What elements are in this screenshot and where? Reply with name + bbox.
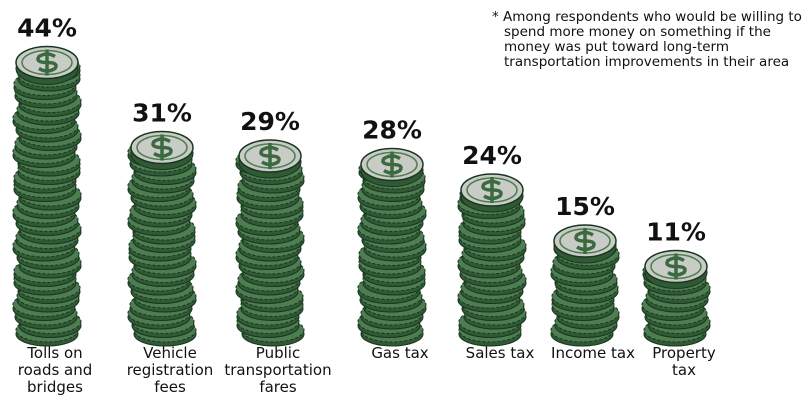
- dollar-sign: [381, 151, 403, 178]
- category-label: Sales tax: [465, 344, 535, 362]
- coin-stack: [357, 147, 427, 347]
- coin-stack: [550, 224, 620, 347]
- category-label: Tolls on roads and bridges: [17, 344, 93, 396]
- footnote: * Among respondents who would be willing…: [492, 9, 802, 70]
- dollar-sign: [665, 253, 687, 280]
- value-label: 11%: [646, 218, 706, 247]
- coin-stack: [457, 173, 527, 347]
- dollar-sign: [151, 134, 173, 161]
- category-label: Property tax: [652, 344, 716, 379]
- coin-stack: [127, 130, 197, 347]
- value-label: 15%: [555, 192, 615, 221]
- value-label: 44%: [17, 14, 77, 43]
- value-label: 28%: [362, 116, 422, 145]
- value-label: 24%: [462, 141, 522, 170]
- coin-stack: [12, 45, 82, 347]
- category-label: Gas tax: [371, 344, 429, 362]
- coin-stack: [641, 249, 711, 347]
- coin-stack: [235, 139, 305, 347]
- value-label: 31%: [132, 99, 192, 128]
- category-label: Vehicle registration fees: [126, 344, 214, 396]
- value-label: 29%: [240, 107, 300, 136]
- dollar-sign: [574, 228, 596, 254]
- category-label: Public transportation fares: [224, 344, 332, 396]
- dollar-sign: [259, 143, 281, 169]
- dollar-sign: [36, 49, 58, 76]
- dollar-sign: [481, 177, 503, 203]
- category-label: Income tax: [551, 344, 635, 362]
